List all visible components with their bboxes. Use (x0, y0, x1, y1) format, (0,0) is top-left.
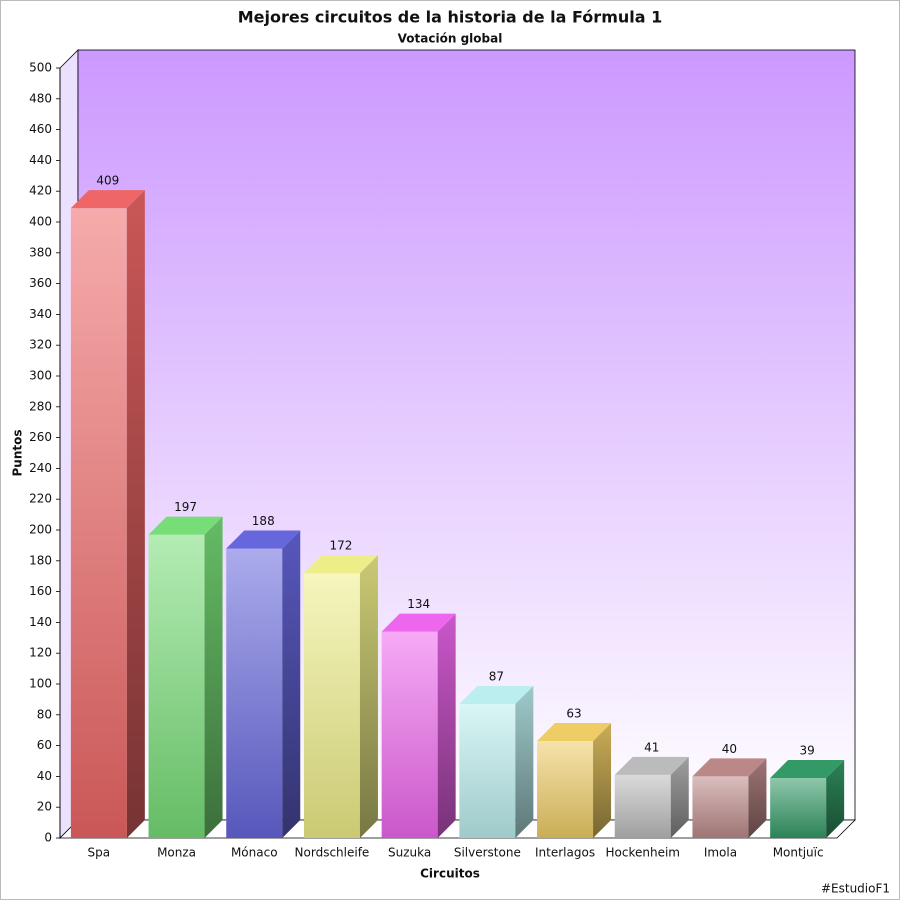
chart-subtitle: Votación global (398, 32, 503, 46)
y-tick-label: 280 (29, 399, 52, 413)
x-tick-label: Imola (704, 846, 737, 860)
bar-top (614, 756, 689, 775)
x-tick-label: Hockenheim (606, 846, 680, 860)
y-tick-label: 20 (37, 800, 52, 814)
value-label: 172 (329, 539, 352, 553)
value-label: 134 (407, 597, 430, 611)
x-tick-label: Spa (88, 846, 111, 860)
y-tick-label: 240 (29, 461, 52, 475)
bar-front (770, 777, 827, 838)
y-tick-label: 440 (29, 153, 52, 167)
bar-front (692, 776, 749, 838)
y-tick-label: 500 (29, 61, 52, 75)
x-axis-title: Circuitos (420, 867, 480, 881)
bar-top (148, 516, 223, 535)
y-tick-label: 320 (29, 338, 52, 352)
bar-side (359, 555, 378, 838)
y-tick-label: 400 (29, 215, 52, 229)
bar-side (593, 722, 612, 838)
y-tick-label: 300 (29, 369, 52, 383)
bar-top (226, 530, 301, 549)
value-label: 39 (800, 743, 815, 757)
value-label: 41 (644, 740, 659, 754)
y-tick-label: 120 (29, 646, 52, 660)
bar-side (670, 756, 689, 838)
y-axis-title: Puntos (11, 429, 25, 476)
value-label: 409 (96, 174, 119, 188)
bar-top (303, 555, 378, 574)
bar (303, 555, 378, 838)
x-tick-label: Mónaco (231, 846, 278, 860)
y-tick-label: 260 (29, 430, 52, 444)
bar-side (204, 516, 223, 838)
y-tick-label: 80 (37, 707, 52, 721)
x-tick-label: Nordschleife (295, 846, 370, 860)
x-tick-label: Interlagos (535, 846, 595, 860)
bar-side (826, 759, 845, 838)
bar (692, 758, 767, 838)
y-tick-label: 200 (29, 523, 52, 537)
y-tick-label: 460 (29, 122, 52, 136)
y-tick-label: 480 (29, 91, 52, 105)
value-label: 188 (252, 514, 275, 528)
x-tick-label: Montjuïc (773, 846, 824, 860)
bar-side (282, 530, 301, 838)
y-tick-label: 60 (37, 738, 52, 752)
bar-side (126, 190, 145, 838)
bar-top (770, 759, 845, 778)
bar-front (226, 548, 283, 838)
bar-side (748, 758, 767, 838)
value-label: 197 (174, 500, 197, 514)
y-tick-label: 180 (29, 553, 52, 567)
y-tick-label: 140 (29, 615, 52, 629)
y-tick-label: 160 (29, 584, 52, 598)
bar-front (614, 774, 671, 838)
bar-top (70, 190, 145, 209)
bar-front (537, 740, 594, 838)
bar-front (70, 208, 127, 838)
bar-top (381, 613, 456, 632)
y-tick-label: 0 (44, 831, 52, 845)
footer: #EstudioF1 (821, 882, 890, 896)
y-tick-label: 420 (29, 184, 52, 198)
chart-title: Mejores circuitos de la historia de la F… (238, 8, 662, 27)
bar (770, 759, 845, 838)
y-tick-label: 100 (29, 677, 52, 691)
bar (226, 530, 301, 838)
bar-front (459, 704, 516, 838)
bar-front (303, 573, 360, 838)
bar-side (515, 686, 534, 838)
bar-front (381, 631, 438, 838)
bar (614, 756, 689, 838)
bar-top (537, 722, 612, 741)
value-label: 40 (722, 742, 737, 756)
bar-top (459, 686, 534, 705)
x-tick-label: Monza (157, 846, 196, 860)
bar-top (692, 758, 767, 777)
bar-side (437, 613, 456, 838)
y-tick-label: 360 (29, 276, 52, 290)
y-tick-label: 380 (29, 245, 52, 259)
y-tick-label: 220 (29, 492, 52, 506)
x-tick-label: Suzuka (388, 846, 431, 860)
bar-front (148, 534, 205, 838)
bar (537, 722, 612, 838)
bar (148, 516, 223, 838)
x-tick-label: Silverstone (454, 846, 521, 860)
bar (381, 613, 456, 838)
y-tick-label: 340 (29, 307, 52, 321)
bar (70, 190, 145, 838)
bar (459, 686, 534, 838)
y-tick-label: 40 (37, 769, 52, 783)
value-label: 87 (489, 670, 504, 684)
value-label: 63 (566, 706, 581, 720)
